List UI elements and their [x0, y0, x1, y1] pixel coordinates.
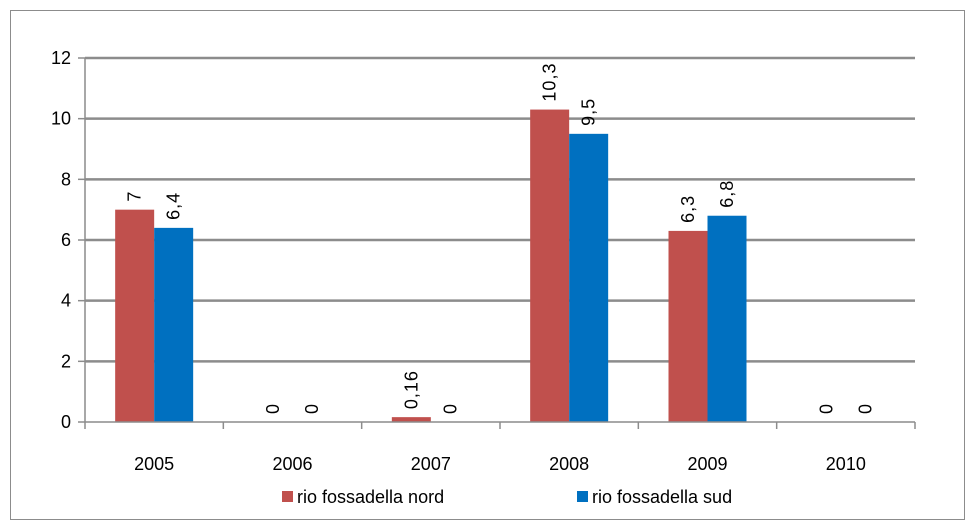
bar-sud [154, 227, 194, 422]
data-label: 7 [125, 191, 145, 202]
data-label: 0 [302, 403, 322, 414]
bar-nord [530, 109, 570, 423]
gridlines [85, 56, 915, 363]
legend: rio fossadella nord rio fossadella sud [282, 487, 732, 507]
bar-nord [668, 230, 708, 422]
y-tick-labels: 0 2 4 6 8 10 12 [51, 48, 71, 432]
y-tick-label: 8 [61, 169, 71, 189]
data-label: 0 [440, 403, 460, 414]
x-tick-label: 2007 [411, 454, 451, 474]
y-tick-label: 2 [61, 351, 71, 371]
bar-nord [391, 417, 431, 422]
bar-sud [569, 133, 609, 423]
data-label: 0 [263, 403, 283, 414]
data-label: 6,8 [717, 180, 737, 208]
data-label: 10,3 [540, 63, 560, 102]
axes [78, 57, 916, 429]
x-tick-label: 2006 [272, 454, 312, 474]
bar-sud [707, 215, 747, 422]
y-tick-label: 10 [51, 109, 71, 129]
legend-swatch [577, 491, 588, 502]
x-tick-label: 2009 [687, 454, 727, 474]
data-label: 6,3 [678, 195, 698, 223]
legend-label: rio fossadella sud [592, 487, 732, 507]
data-label: 0 [816, 403, 836, 414]
data-label: 6,4 [164, 192, 184, 220]
legend-label: rio fossadella nord [297, 487, 444, 507]
y-tick-label: 0 [61, 412, 71, 432]
y-tick-label: 12 [51, 48, 71, 68]
legend-swatch [282, 491, 293, 502]
data-labels: 7 6,4 0 0 0,16 0 10,3 9,5 6,3 6,8 0 0 [125, 63, 876, 414]
x-tick-labels: 2005 2006 2007 2008 2009 2010 [134, 454, 866, 474]
data-label: 0 [855, 403, 875, 414]
y-tick-label: 6 [61, 230, 71, 250]
bar-nord [115, 209, 155, 422]
bars [115, 109, 747, 423]
data-label: 9,5 [579, 98, 599, 126]
x-tick-label: 2008 [549, 454, 589, 474]
data-label: 0,16 [401, 370, 421, 409]
y-tick-label: 4 [61, 291, 71, 311]
x-tick-label: 2005 [134, 454, 174, 474]
x-tick-label: 2010 [826, 454, 866, 474]
